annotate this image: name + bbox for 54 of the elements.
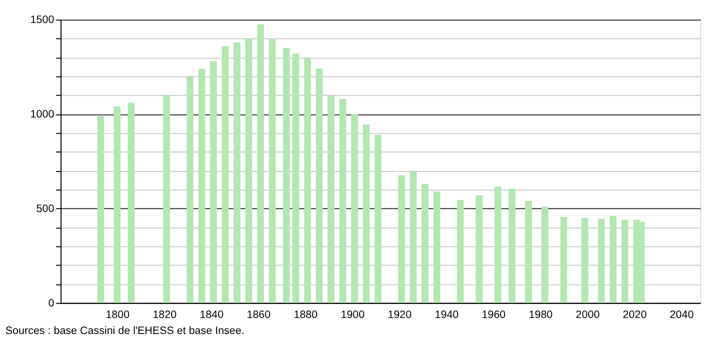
bar [456, 200, 464, 303]
bar [525, 200, 532, 303]
bar [234, 42, 240, 303]
bar [422, 184, 428, 303]
bar [222, 46, 229, 303]
bar [186, 76, 194, 303]
bar [282, 48, 290, 303]
bar [351, 114, 358, 303]
bar [245, 38, 252, 303]
y-tick-label: 1000 [30, 108, 54, 120]
bar [128, 102, 135, 303]
bar [163, 95, 170, 303]
bar [198, 68, 206, 303]
bar [598, 218, 605, 303]
bar [508, 188, 516, 303]
bar [339, 98, 346, 303]
bar [560, 216, 568, 303]
bar [362, 124, 370, 303]
x-tick-label: 2040 [670, 309, 694, 322]
x-tick-label: 1980 [528, 309, 553, 322]
x-tick-label: 1860 [246, 309, 271, 322]
x-tick-label: 2000 [576, 309, 600, 322]
x-tick-label: 1800 [106, 309, 130, 322]
bar [316, 68, 323, 303]
x-tick-label: 1940 [434, 309, 459, 322]
bar [328, 96, 334, 303]
y-tick-label: 1500 [30, 14, 54, 26]
x-tick-label: 2020 [622, 309, 647, 322]
bar [210, 61, 217, 303]
bar [410, 172, 417, 303]
bar [304, 57, 311, 303]
y-tick-label: 500 [36, 202, 54, 215]
bar [257, 24, 264, 303]
bar [433, 191, 440, 303]
x-tick-label: 1900 [340, 309, 365, 322]
y-tick-label: 0 [48, 297, 54, 310]
bar [476, 195, 483, 303]
x-tick-label: 1920 [388, 309, 412, 322]
bar [97, 116, 104, 303]
bar [621, 220, 628, 303]
bar [292, 54, 300, 303]
bar [494, 186, 502, 303]
x-tick-label: 1840 [200, 309, 224, 322]
bar [398, 175, 405, 303]
x-tick-label: 1820 [152, 309, 177, 322]
bar [268, 38, 276, 303]
bar [581, 218, 588, 303]
x-tick-label: 1880 [294, 309, 318, 322]
bar [610, 216, 617, 303]
bar [114, 106, 121, 303]
x-tick-label: 1960 [482, 309, 506, 322]
bar [542, 206, 548, 303]
bar [374, 134, 382, 303]
source-note: Sources : base Cassini de l'EHESS et base Insee. [5, 325, 244, 338]
